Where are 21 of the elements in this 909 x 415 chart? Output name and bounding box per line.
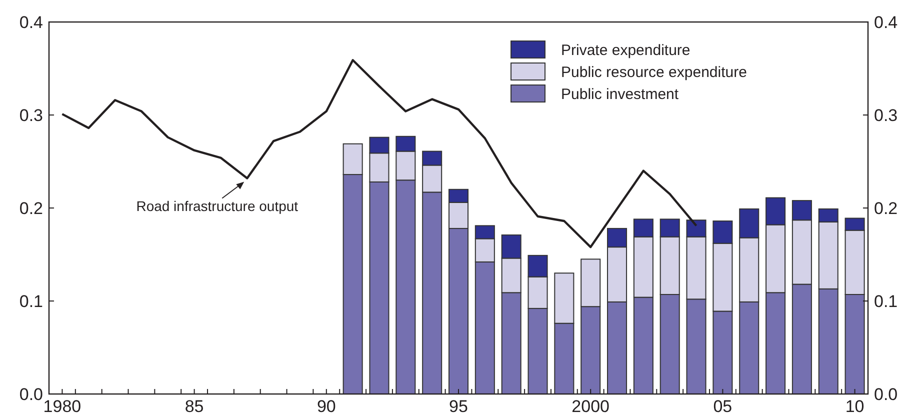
x-tick-label: 1980	[43, 397, 82, 415]
x-tick-label: 10	[845, 397, 864, 415]
y2-tick-label: 0.1	[874, 292, 898, 311]
y2-tick-label: 0.0	[874, 385, 898, 404]
y-tick-label: 0.2	[19, 199, 43, 218]
x-tick-label: 2000	[572, 397, 610, 415]
legend-label: Public resource expenditure	[561, 64, 747, 81]
x-tick-label: 90	[316, 397, 336, 415]
y2-tick-label: 0.4	[874, 13, 898, 32]
y2-tick-label: 0.3	[874, 106, 898, 125]
x-tick-label: 95	[449, 397, 468, 415]
y-tick-label: 0.0	[19, 385, 43, 404]
y-tick-label: 0.4	[19, 13, 43, 32]
y2-tick-label: 0.2	[874, 199, 898, 218]
legend-label: Public investment	[561, 86, 680, 103]
y-tick-label: 0.3	[19, 106, 43, 125]
annotation: Road infrastructure output	[136, 198, 298, 214]
y-tick-label: 0.1	[19, 292, 43, 311]
x-tick-label: 05	[713, 397, 732, 415]
legend-label: Private expenditure	[561, 42, 690, 59]
x-tick-label: 85	[184, 397, 204, 415]
